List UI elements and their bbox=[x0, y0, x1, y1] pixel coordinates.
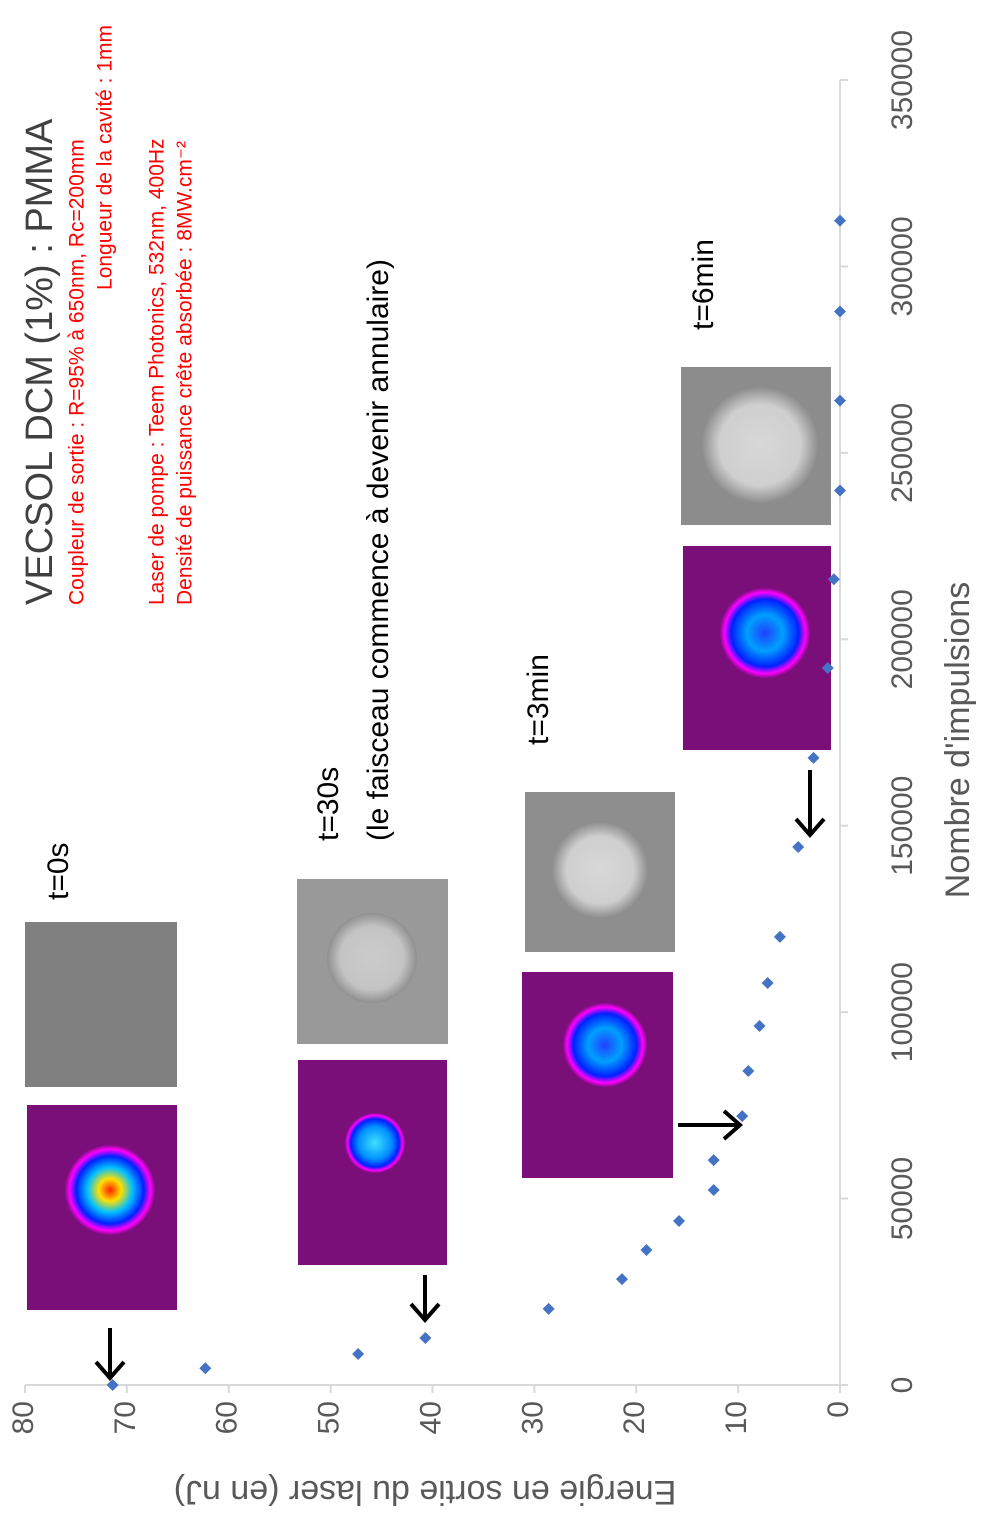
y-tick-label: 40 bbox=[414, 1401, 447, 1434]
arrow bbox=[794, 770, 826, 839]
annotation: (le faisceau commence à devenir annulair… bbox=[362, 259, 395, 841]
beam-spot bbox=[702, 387, 818, 503]
y-tick-label: 60 bbox=[211, 1401, 244, 1434]
annotation: t=3min bbox=[522, 654, 555, 745]
point bbox=[542, 1302, 555, 1315]
point bbox=[106, 1379, 119, 1391]
note: Longueur de la cavité : 1mm bbox=[94, 25, 117, 290]
annotation: t=0s bbox=[42, 842, 75, 900]
x-tick-label: 50000 bbox=[886, 1157, 919, 1240]
point bbox=[707, 1183, 720, 1196]
x-tick-label: 200000 bbox=[886, 589, 919, 689]
annotation: t=30s bbox=[312, 767, 345, 841]
annotation: t=6min bbox=[687, 239, 720, 330]
y-tick-label: 0 bbox=[822, 1401, 855, 1418]
x-tick-label: 350000 bbox=[886, 30, 919, 130]
x-tick-label: 0 bbox=[886, 1377, 919, 1394]
y-tick-label: 30 bbox=[516, 1401, 549, 1434]
point bbox=[761, 977, 774, 990]
beam-spot bbox=[563, 1003, 647, 1087]
point bbox=[834, 394, 846, 407]
x-tick-label: 300000 bbox=[886, 216, 919, 316]
y-tick-label: 70 bbox=[109, 1401, 142, 1434]
point bbox=[821, 661, 834, 674]
beam-spot bbox=[327, 913, 417, 1003]
y-tick-label: 80 bbox=[7, 1401, 40, 1434]
point bbox=[827, 573, 840, 586]
point bbox=[615, 1273, 628, 1286]
point bbox=[742, 1065, 755, 1078]
point bbox=[640, 1244, 653, 1257]
point bbox=[834, 305, 846, 318]
point bbox=[773, 930, 786, 943]
arrow bbox=[94, 1328, 126, 1382]
beam-spot bbox=[552, 822, 648, 918]
y-tick-label: 10 bbox=[720, 1401, 753, 1434]
beam-spot bbox=[720, 588, 810, 678]
point bbox=[352, 1348, 365, 1361]
chart-title: VECSOL DCM (1%) : PMMA bbox=[19, 118, 61, 605]
point bbox=[834, 484, 846, 497]
note: Laser de pompe : Teem Photonics, 532nm, … bbox=[146, 138, 169, 605]
point bbox=[736, 1110, 749, 1123]
beam-spot bbox=[65, 1145, 155, 1235]
x-axis-label: Nombre d'impulsions bbox=[939, 582, 977, 898]
beam-photo bbox=[25, 922, 177, 1087]
x-tick-label: 250000 bbox=[886, 403, 919, 503]
point bbox=[707, 1154, 720, 1167]
arrow bbox=[678, 1109, 744, 1141]
point bbox=[807, 751, 820, 764]
y-tick-label: 20 bbox=[618, 1401, 651, 1434]
arrow bbox=[409, 1275, 441, 1324]
beam-images bbox=[25, 367, 831, 1382]
note: Densité de puissance crête absorbée : 8M… bbox=[174, 141, 197, 605]
rotated-plot: 0 10 20 30 40 50 60 70 80 0 50000 100000 150000 20000… bbox=[7, 25, 977, 1511]
y-axis-label: Energie en sortie du laser (en nJ) bbox=[174, 1473, 677, 1511]
x-tick-label: 100000 bbox=[886, 962, 919, 1062]
point bbox=[753, 1019, 766, 1032]
beam-spot bbox=[345, 1113, 405, 1173]
x-tick-label: 150000 bbox=[886, 776, 919, 876]
point bbox=[792, 840, 805, 853]
point bbox=[419, 1332, 432, 1345]
point bbox=[199, 1362, 212, 1375]
point bbox=[673, 1214, 686, 1227]
point bbox=[834, 214, 846, 227]
y-tick-label: 50 bbox=[313, 1401, 346, 1434]
arrows bbox=[94, 770, 826, 1382]
note: Coupleur de sortie : R=95% à 650nm, Rc=2… bbox=[66, 139, 89, 605]
